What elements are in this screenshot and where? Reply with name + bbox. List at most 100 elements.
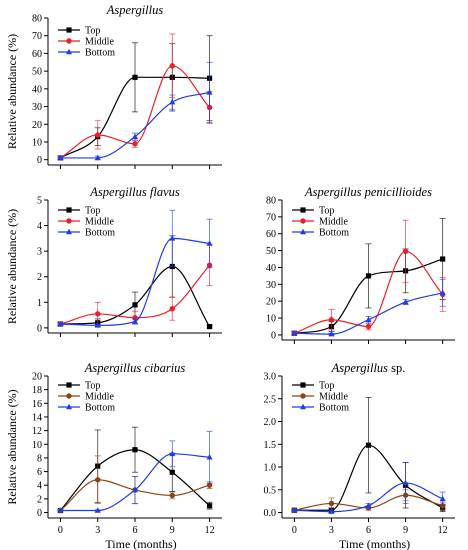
legend-label: Top bbox=[85, 206, 100, 217]
y-tick-label: 70 bbox=[266, 212, 276, 223]
x-tick-label: 3 bbox=[329, 525, 334, 536]
y-tick-label: 0.0 bbox=[264, 508, 277, 519]
legend-marker bbox=[66, 228, 72, 235]
y-tick-label: 16 bbox=[32, 399, 42, 410]
data-point bbox=[169, 63, 175, 69]
data-point bbox=[291, 330, 298, 336]
y-tick-label: 60 bbox=[32, 49, 42, 60]
y-tick-label: 0 bbox=[37, 323, 42, 334]
legend-marker bbox=[66, 403, 72, 410]
data-point bbox=[402, 298, 409, 305]
x-tick-label: 0 bbox=[292, 525, 297, 536]
chart-panel-3: 0 10 20 30 40 50 60 70 80 Aspergillus penicillioi… bbox=[266, 185, 455, 344]
series-line bbox=[60, 237, 210, 326]
x-tick-label: 9 bbox=[403, 525, 408, 536]
chart-title: Aspergillus flavus bbox=[89, 185, 180, 199]
y-tick-label: 1 bbox=[37, 298, 42, 309]
legend-marker bbox=[300, 218, 306, 224]
legend-label: Middle bbox=[319, 217, 348, 228]
legend-label: Middle bbox=[85, 392, 114, 403]
data-point bbox=[206, 324, 213, 330]
data-point bbox=[402, 248, 409, 255]
y-tick-label: 2.0 bbox=[264, 417, 277, 428]
legend-label: Bottom bbox=[85, 48, 115, 59]
y-tick-label: 3 bbox=[37, 247, 42, 258]
data-point bbox=[206, 482, 213, 488]
y-tick-label: 40 bbox=[266, 263, 276, 274]
series-bottom bbox=[57, 209, 213, 328]
data-point bbox=[57, 154, 64, 161]
y-tick-label: 0 bbox=[37, 508, 42, 519]
legend-label: Top bbox=[319, 381, 334, 392]
legend-marker bbox=[66, 218, 72, 224]
legend-label: Top bbox=[85, 381, 100, 392]
legend-marker bbox=[66, 393, 72, 399]
legend-marker bbox=[66, 27, 72, 33]
chart-title: Aspergillus bbox=[106, 3, 164, 17]
chart-panel-5: 0.0 0.5 1.0 1.5 2.0 2.5 3.0 0 3 6 9 12 Aspergillus s… bbox=[264, 361, 455, 550]
data-point bbox=[439, 289, 446, 296]
data-point bbox=[328, 500, 335, 507]
data-point bbox=[169, 492, 175, 499]
x-axis-title: Time (months) bbox=[339, 537, 410, 550]
legend-marker bbox=[300, 382, 306, 388]
x-tick-label: 9 bbox=[170, 525, 175, 536]
legend-marker bbox=[300, 403, 306, 410]
data-point bbox=[132, 141, 138, 147]
legend-marker bbox=[66, 38, 72, 44]
data-point bbox=[57, 320, 64, 327]
data-point bbox=[132, 318, 138, 324]
y-tick-label: 2 bbox=[37, 272, 42, 283]
y-tick-label: 0 bbox=[37, 155, 42, 166]
x-tick-label: 6 bbox=[133, 525, 138, 536]
data-point bbox=[206, 89, 213, 95]
data-point bbox=[132, 74, 138, 80]
data-point bbox=[132, 302, 138, 308]
y-tick-label: 3.0 bbox=[264, 372, 277, 383]
data-point bbox=[169, 98, 176, 105]
y-tick-label: 8 bbox=[37, 453, 42, 464]
series-bottom bbox=[291, 462, 446, 514]
y-tick-label: 30 bbox=[266, 280, 276, 291]
data-point bbox=[169, 469, 175, 475]
data-point bbox=[439, 495, 446, 502]
y-tick-label: 10 bbox=[266, 314, 276, 325]
data-point bbox=[132, 447, 138, 453]
legend-marker bbox=[66, 382, 72, 388]
y-tick-label: 4 bbox=[37, 221, 42, 232]
chart-panel-4: 0 2 4 6 8 10 12 14 16 18 20 0 3 6 9 12 Aspergillus cibar… bbox=[5, 361, 222, 550]
data-point bbox=[365, 502, 372, 509]
legend-marker bbox=[66, 48, 72, 55]
legend-label: Middle bbox=[319, 392, 348, 403]
y-tick-label: 80 bbox=[32, 14, 42, 25]
x-tick-label: 12 bbox=[438, 525, 448, 536]
y-axis-title: Relative abundance (%) bbox=[5, 209, 19, 324]
legend-label: Bottom bbox=[319, 403, 349, 414]
data-point bbox=[95, 311, 101, 317]
data-point bbox=[132, 133, 138, 139]
legend-label: Middle bbox=[85, 217, 114, 228]
legend-marker bbox=[300, 228, 306, 235]
legend-marker bbox=[66, 207, 72, 213]
x-tick-label: 0 bbox=[58, 525, 63, 536]
y-tick-label: 12 bbox=[32, 426, 42, 437]
y-tick-label: 0.5 bbox=[264, 485, 277, 496]
y-tick-label: 40 bbox=[32, 84, 42, 95]
y-tick-label: 30 bbox=[32, 102, 42, 113]
data-point bbox=[95, 132, 101, 138]
legend-label: Bottom bbox=[85, 403, 115, 414]
series-top bbox=[291, 396, 446, 513]
x-tick-label: 12 bbox=[205, 525, 215, 536]
legend-label: Bottom bbox=[85, 228, 115, 239]
data-point bbox=[206, 240, 213, 246]
series-bottom bbox=[291, 278, 446, 337]
data-point bbox=[365, 273, 372, 279]
y-tick-label: 50 bbox=[32, 67, 42, 78]
data-point bbox=[291, 507, 298, 513]
series-bottom bbox=[57, 61, 213, 161]
y-tick-label: 80 bbox=[266, 196, 276, 207]
